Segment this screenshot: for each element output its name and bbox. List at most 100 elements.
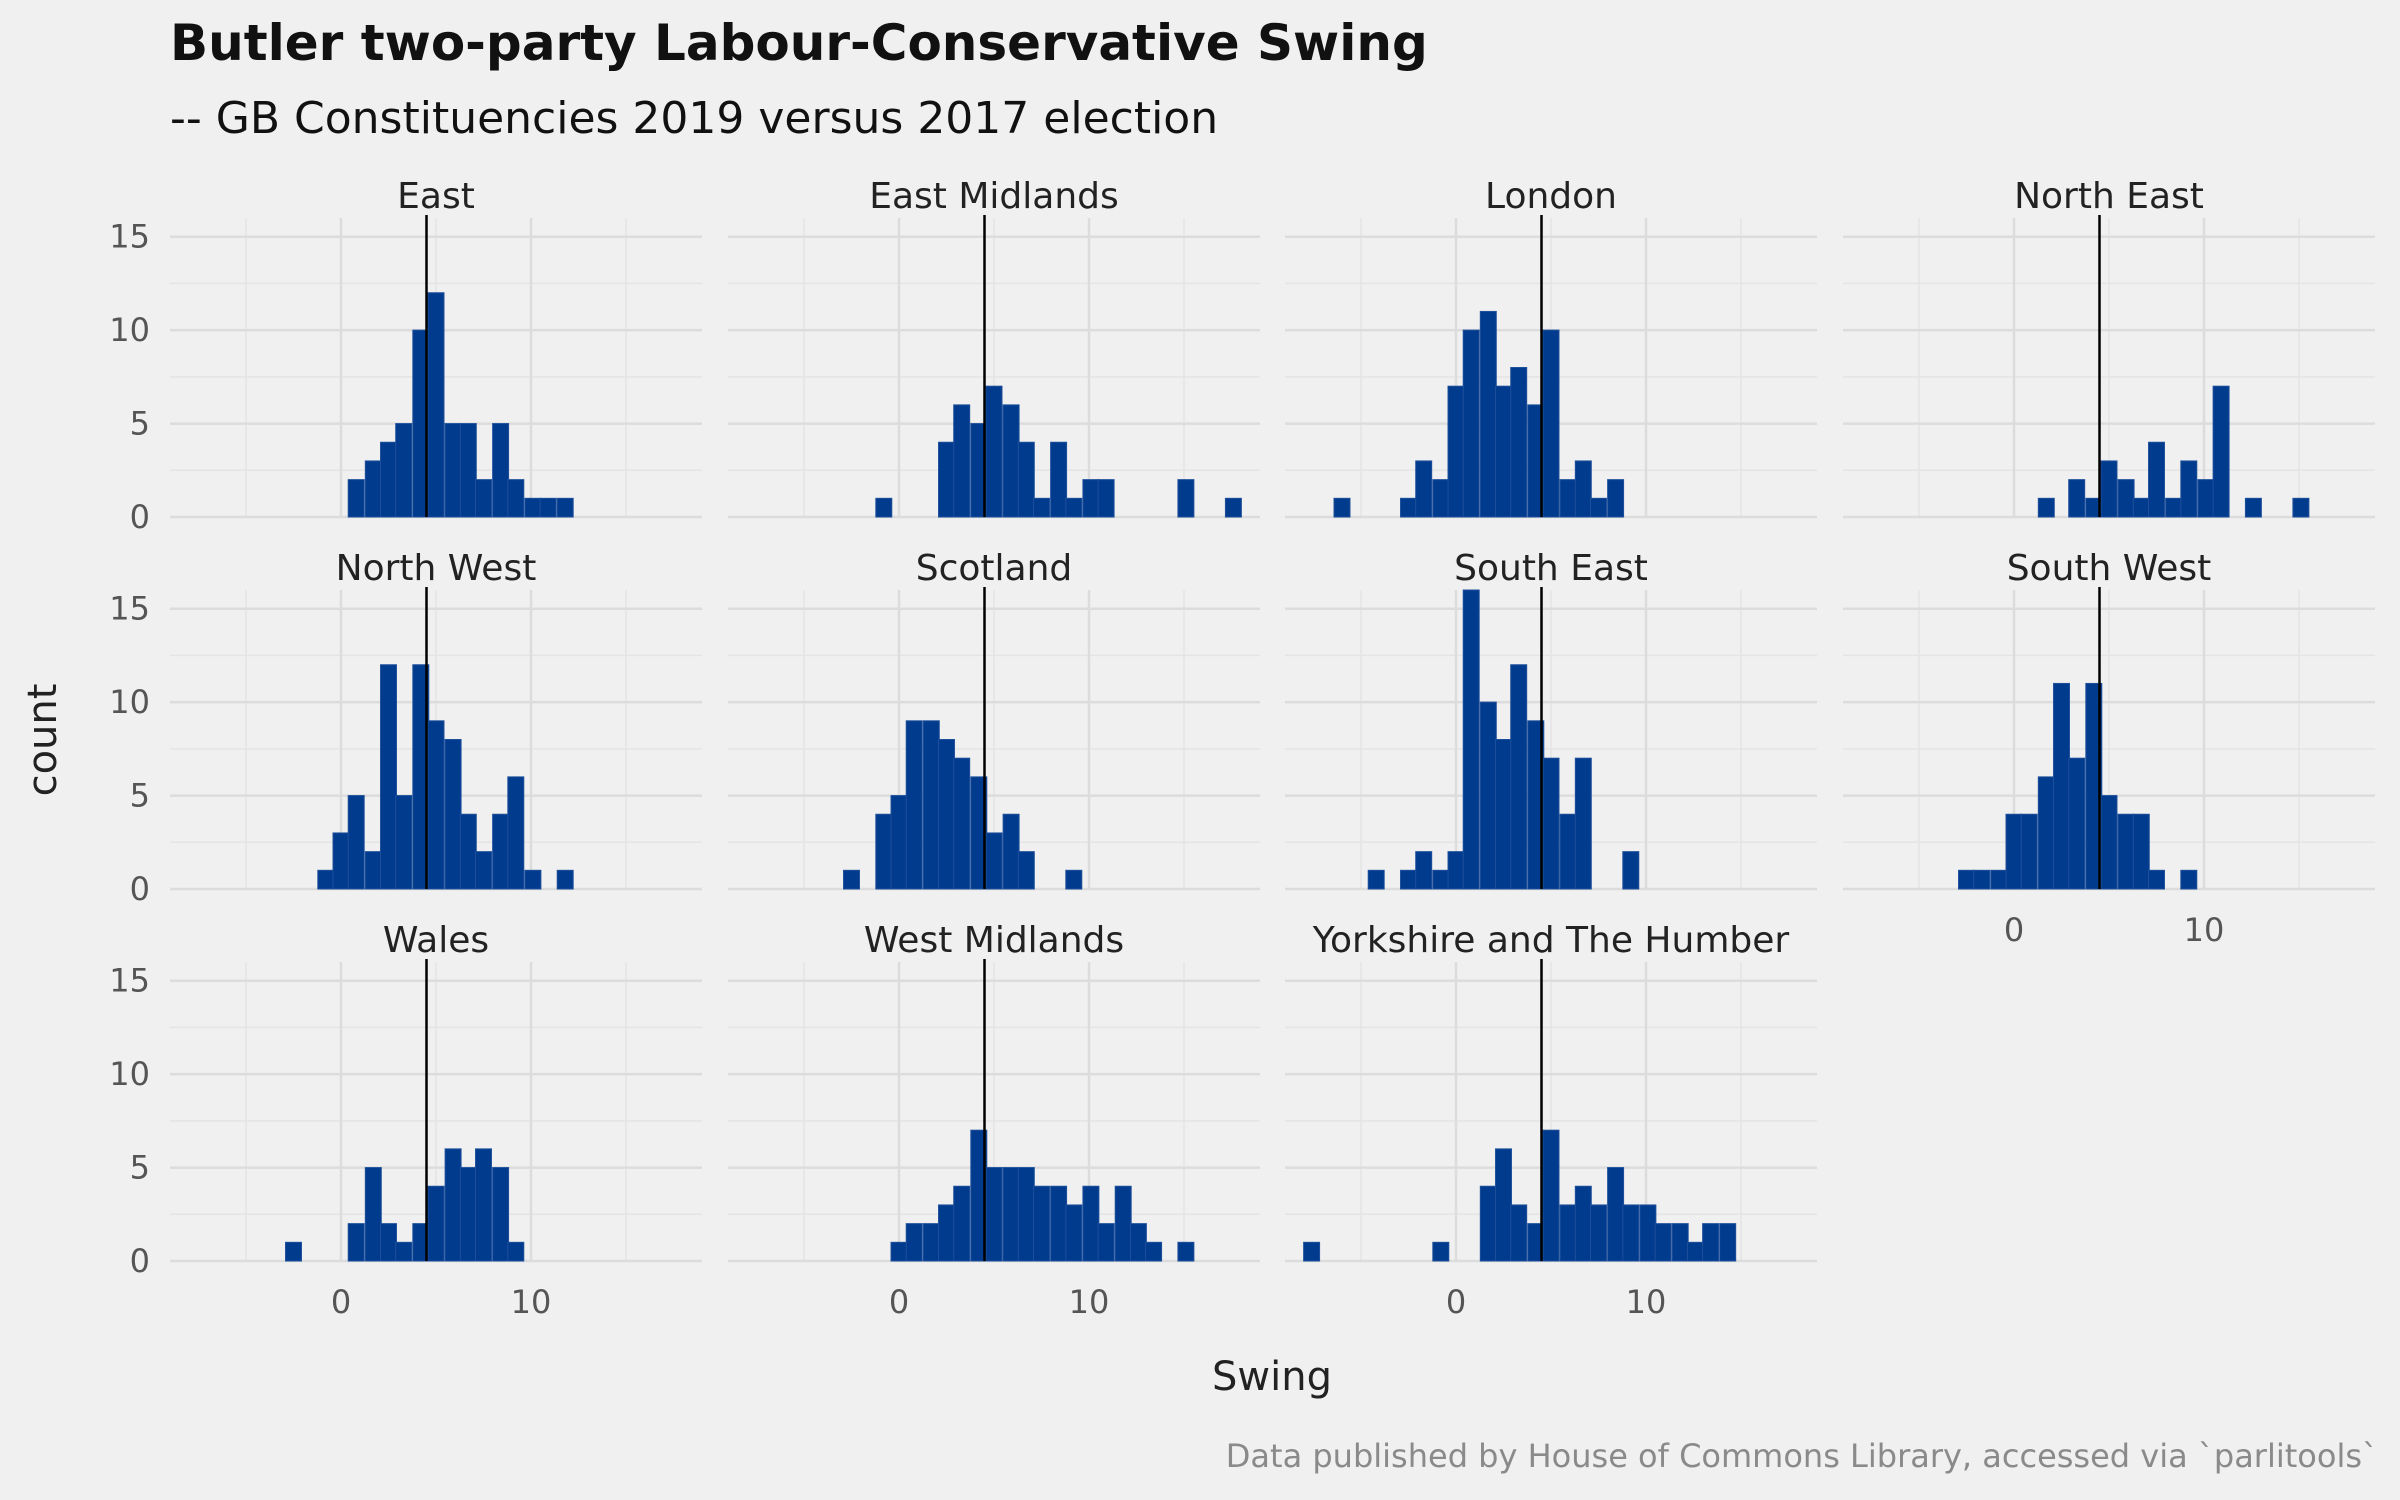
y-tick-label: 15 bbox=[109, 590, 150, 628]
histogram-bar bbox=[905, 1223, 923, 1262]
histogram-bar bbox=[890, 1241, 908, 1262]
histogram-bar bbox=[427, 292, 445, 518]
facet-panel-north-west: North West 0 5 10 15 bbox=[109, 548, 702, 908]
histogram-bar bbox=[1479, 701, 1497, 890]
histogram-bar bbox=[507, 479, 525, 518]
histogram-bar bbox=[1622, 851, 1640, 890]
histogram-bar bbox=[1224, 497, 1242, 518]
histogram-bar bbox=[1432, 479, 1450, 518]
facet-panel-west-midlands: West Midlands 0 10 bbox=[728, 920, 1260, 1321]
histogram-bar bbox=[1574, 757, 1592, 890]
y-tick-label: 0 bbox=[130, 870, 150, 908]
histogram-bar bbox=[459, 813, 477, 890]
histogram-bar bbox=[444, 1148, 462, 1262]
histogram-bar bbox=[1129, 1223, 1147, 1262]
histogram-bar bbox=[1415, 460, 1433, 518]
histogram-bar bbox=[2068, 479, 2086, 518]
histogram-bar bbox=[1510, 664, 1528, 890]
histogram-bar bbox=[1447, 851, 1465, 890]
histogram-bar bbox=[875, 497, 893, 518]
histogram-bar bbox=[1495, 739, 1512, 890]
histogram-bar bbox=[1050, 1185, 1068, 1262]
histogram-bar bbox=[2037, 497, 2055, 518]
histogram-bar bbox=[953, 404, 971, 518]
histogram-bar bbox=[2068, 757, 2086, 890]
histogram-bar bbox=[2165, 497, 2183, 518]
histogram-bar bbox=[1333, 497, 1351, 518]
histogram-bar bbox=[1002, 1167, 1020, 1262]
chart-caption: Data published by House of Commons Libra… bbox=[1226, 1437, 2378, 1475]
histogram-bar bbox=[1303, 1241, 1321, 1262]
histogram-bar bbox=[1097, 479, 1115, 518]
histogram-bar bbox=[1590, 1204, 1607, 1262]
histogram-bar bbox=[1145, 1241, 1163, 1262]
histogram-bar bbox=[2212, 385, 2230, 518]
facet-panel-north-east: North East bbox=[1843, 176, 2375, 519]
histogram-bar bbox=[395, 795, 413, 890]
histogram-bar bbox=[922, 1223, 940, 1262]
histogram-bar bbox=[1990, 869, 2008, 890]
histogram-bar bbox=[556, 497, 574, 518]
histogram-bar bbox=[395, 1241, 413, 1262]
histogram-bar bbox=[1559, 479, 1577, 518]
facet-panel-wales: Wales 0 5 10 15 0 10 bbox=[109, 920, 702, 1321]
histogram-bar bbox=[953, 757, 971, 890]
histogram-bar bbox=[2053, 682, 2070, 890]
histogram-bar bbox=[1973, 869, 1991, 890]
histogram-bar bbox=[459, 423, 477, 518]
histogram-bar bbox=[1607, 479, 1625, 518]
histogram-bar bbox=[1542, 757, 1560, 890]
histogram-bar bbox=[2037, 776, 2055, 890]
facet-strip-label: East Midlands bbox=[869, 176, 1119, 217]
histogram-bar bbox=[1065, 1204, 1083, 1262]
histogram-bar bbox=[1495, 385, 1512, 518]
histogram-bar bbox=[1479, 1185, 1497, 1262]
facet-strip-label: Wales bbox=[383, 920, 489, 961]
histogram-bar bbox=[1479, 310, 1497, 518]
x-tick-label: 0 bbox=[889, 1283, 909, 1321]
histogram-bar bbox=[1415, 851, 1433, 890]
facet-panel-scotland: Scotland bbox=[728, 548, 1260, 891]
histogram-bar bbox=[1177, 479, 1195, 518]
histogram-bar bbox=[1400, 869, 1417, 890]
histogram-bar bbox=[1065, 869, 1083, 890]
facet-panel-south-east: South East bbox=[1285, 548, 1817, 891]
x-tick-label: 10 bbox=[1069, 1283, 1110, 1321]
histogram-bar bbox=[475, 851, 492, 890]
histogram-bar bbox=[922, 720, 940, 890]
y-tick-label: 5 bbox=[130, 405, 150, 443]
histogram-bar bbox=[1495, 1148, 1512, 1262]
histogram-bar bbox=[2180, 869, 2198, 890]
y-tick-label: 5 bbox=[130, 777, 150, 815]
histogram-bar bbox=[1510, 1204, 1528, 1262]
histogram-bar bbox=[492, 423, 510, 518]
y-tick-label: 0 bbox=[130, 1242, 150, 1280]
histogram-bar bbox=[1033, 1185, 1050, 1262]
histogram-bar bbox=[317, 869, 335, 890]
x-tick-label: 10 bbox=[511, 1283, 552, 1321]
histogram-bar bbox=[524, 869, 542, 890]
x-tick-label: 0 bbox=[2004, 911, 2024, 949]
histogram-bar bbox=[1671, 1223, 1689, 1262]
histogram-bar bbox=[1574, 460, 1592, 518]
histogram-bar bbox=[2148, 441, 2165, 518]
y-axis-title: count bbox=[20, 684, 66, 797]
histogram-bar bbox=[843, 869, 860, 890]
histogram-bar bbox=[2132, 497, 2150, 518]
histogram-bar bbox=[2117, 813, 2135, 890]
histogram-bar bbox=[905, 720, 923, 890]
x-axis-title: Swing bbox=[1212, 1354, 1332, 1400]
histogram-bar bbox=[985, 832, 1003, 890]
histogram-bar bbox=[1050, 441, 1068, 518]
y-tick-label: 10 bbox=[109, 311, 150, 349]
histogram-bar bbox=[1432, 869, 1450, 890]
histogram-bar bbox=[556, 869, 574, 890]
histogram-bar bbox=[2085, 682, 2103, 890]
facet-strip-label: South West bbox=[2007, 548, 2212, 589]
y-tick-label: 15 bbox=[109, 218, 150, 256]
histogram-bar bbox=[1017, 441, 1035, 518]
histogram-bar bbox=[1542, 1129, 1560, 1262]
histogram-bar bbox=[2100, 795, 2118, 890]
facet-panel-south-west: South West 0 10 bbox=[1843, 548, 2375, 949]
